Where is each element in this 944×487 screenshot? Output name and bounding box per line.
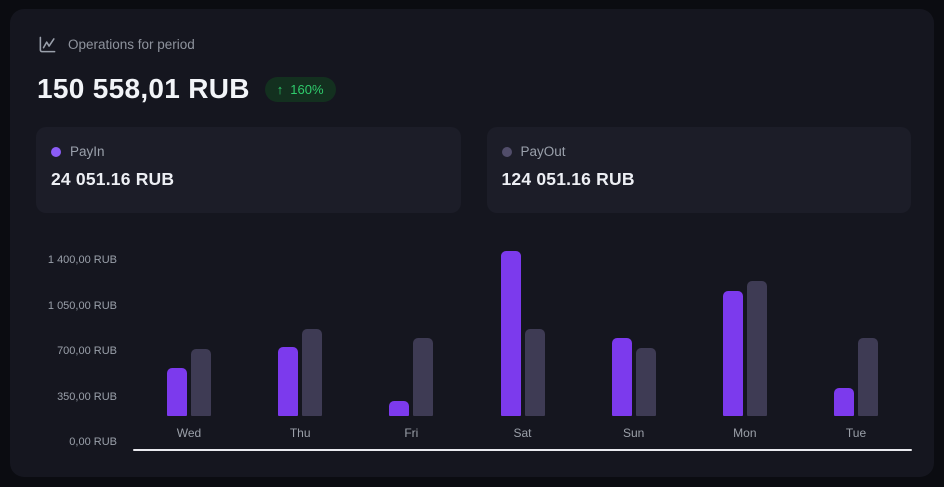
bar-payout-tue[interactable] [858,338,879,416]
bar-group-mon [722,281,767,416]
payout-card: PayOut 124 051.16 RUB [486,127,911,213]
payout-dot-icon [501,146,512,157]
x-axis-label-thu: Thu [289,426,311,440]
y-axis-tick: 700,00 RUB [57,345,117,357]
bar-chart: 1 400,00 RUB 1 050,00 RUB 700,00 RUB 350,00… [10,9,934,477]
total-amount: 150 558,01 RUB [37,73,250,104]
payin-card: PayIn 24 051.16 RUB [36,127,461,213]
x-axis-label-wed: Wed [176,426,202,440]
payout-label: PayOut [520,144,566,159]
operations-panel: Operations for period 150 558,01 RUB ↑ 1… [10,9,934,477]
bar-payout-wed[interactable] [191,349,211,416]
x-axis-label-fri: Fri [404,426,419,440]
panel-header: Operations for period [38,35,195,54]
payin-label: PayIn [70,144,105,159]
bar-payout-sun[interactable] [635,348,656,416]
payout-card-header: PayOut [501,144,896,159]
bar-payin-mon[interactable] [722,291,743,416]
bar-group-tue [834,338,879,416]
bar-payin-fri[interactable] [389,401,410,416]
y-axis-tick: 1 400,00 RUB [47,254,117,266]
bar-payout-sat[interactable] [524,329,545,416]
line-chart-icon [38,35,57,54]
y-axis-tick: 1 050,00 RUB [47,299,117,312]
change-badge: ↑ 160% [264,76,336,102]
payin-card-header: PayIn [51,144,445,159]
bar-payin-tue[interactable] [834,388,855,416]
payin-dot-icon [51,146,61,157]
panel-title: Operations for period [68,37,195,52]
summary-cards: PayIn 24 051.16 RUB PayOut 124 051.16 RU… [36,127,911,213]
payout-amount: 124 051.16 RUB [501,169,635,189]
change-value: 160% [290,81,324,97]
payin-amount: 24 051.16 RUB [51,169,175,189]
bar-payin-sat[interactable] [500,251,521,416]
up-arrow-icon: ↑ [276,81,284,97]
x-axis-line [133,449,912,451]
x-axis-label-sat: Sat [513,426,532,440]
x-axis-label-tue: Tue [845,426,867,440]
bar-group-sun [611,338,656,416]
bar-payin-thu[interactable] [278,347,299,416]
bar-payin-sun[interactable] [611,338,632,416]
total-row: 150 558,01 RUB ↑ 160% [37,73,336,105]
bar-group-thu [278,329,323,416]
y-axis-tick: 350,00 RUB [57,390,117,403]
bar-payout-mon[interactable] [746,281,767,416]
bar-payout-thu[interactable] [302,329,323,416]
bar-payout-fri[interactable] [413,338,434,416]
x-axis-label-sun: Sun [622,426,645,440]
y-axis-tick: 0,00 RUB [69,436,117,448]
bar-payin-wed[interactable] [167,368,187,416]
bar-group-sat [500,251,545,416]
bar-group-fri [389,338,434,416]
x-axis-label-mon: Mon [733,426,757,440]
bar-group-wed [167,349,211,416]
